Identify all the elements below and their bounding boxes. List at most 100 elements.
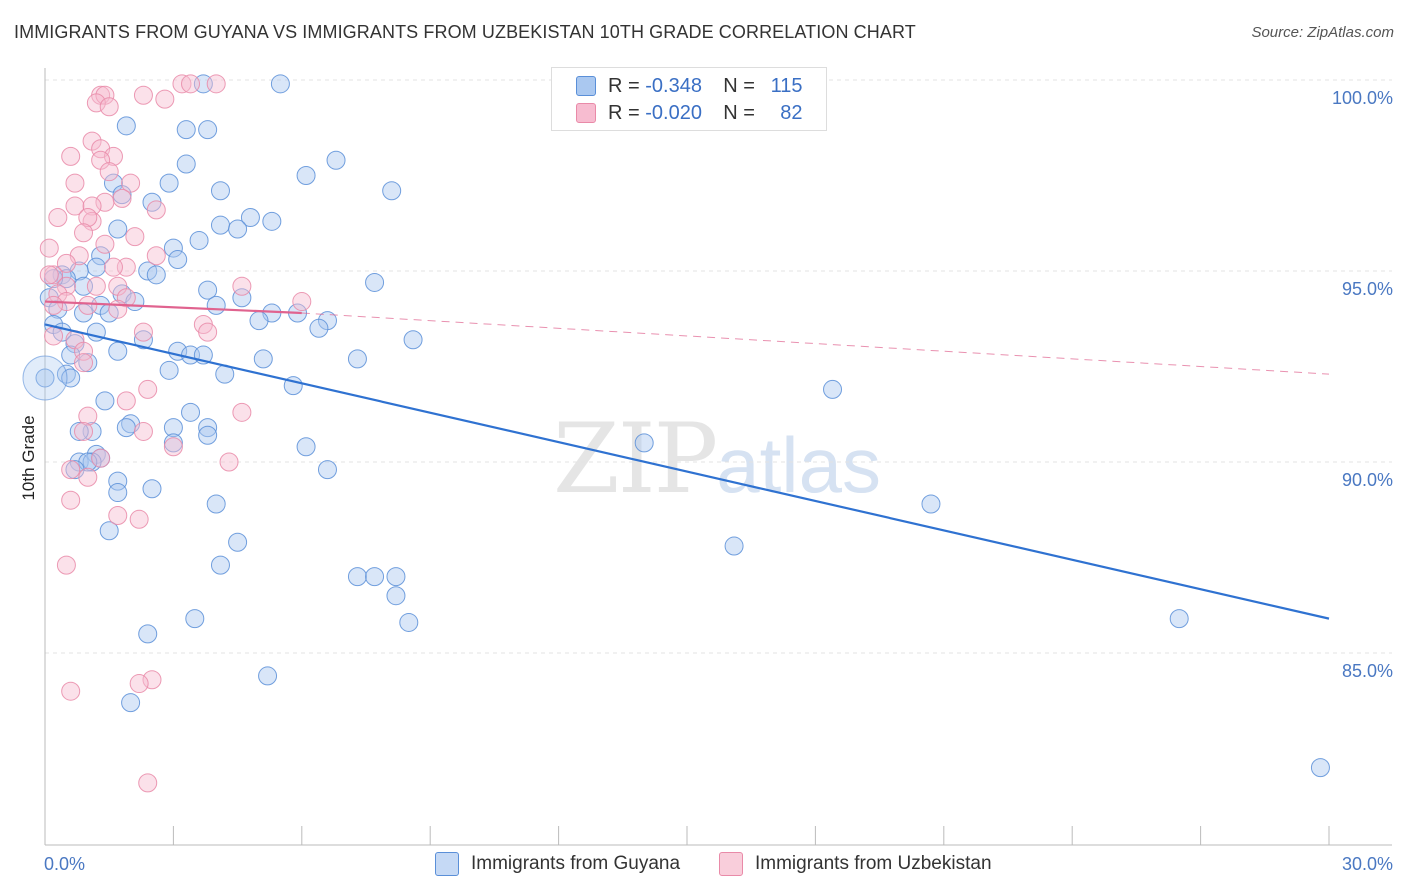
x-tick-label: 30.0% [1342,854,1393,874]
guyana-point [249,311,269,331]
guyana-point [921,494,941,514]
uzbekistan-point [129,509,149,529]
guyana-point [91,246,111,266]
uzbekistan-point [232,276,252,296]
uzbekistan-point [142,670,162,690]
bottom-legend-label-guyana: Immigrants from Guyana [471,853,681,874]
legend-r-label: R = [608,74,640,97]
bottom-legend-swatch-guyana [435,852,459,876]
y-tick-label: 95.0% [1342,279,1393,299]
guyana-point [724,536,744,556]
guyana-point [309,318,329,338]
uzbekistan-point [61,146,81,166]
chart-title: IMMIGRANTS FROM GUYANA VS IMMIGRANTS FRO… [14,22,916,42]
legend-row-guyana: R = -0.348 N = 115 [576,73,803,99]
y-tick-label: 90.0% [1342,470,1393,490]
guyana-point [35,368,55,388]
bottom-legend-guyana: Immigrants from Guyana [435,852,680,876]
guyana-point [253,349,273,369]
uzbekistan-point [163,437,183,457]
uzbekistan-point [56,555,76,575]
uzbekistan-point [61,681,81,701]
guyana-point [347,349,367,369]
guyana-point [1169,609,1189,629]
guyana-point [116,116,136,136]
uzbekistan-point [91,448,111,468]
uzbekistan-point [121,173,141,193]
guyana-point [210,555,230,575]
bottom-legend-uzbekistan: Immigrants from Uzbekistan [719,852,992,876]
guyana-point [163,238,183,258]
uzbekistan-point [155,89,175,109]
guyana-point [232,288,252,308]
legend-r-value-guyana: -0.348 [645,74,702,97]
uzbekistan-point [112,188,132,208]
uzbekistan-point [56,253,76,273]
uzbekistan-point [206,74,226,94]
legend-r-value-uzbekistan: -0.020 [645,101,702,124]
uzbekistan-point [65,173,85,193]
uzbekistan-point [146,246,166,266]
uzbekistan-point [129,674,149,694]
guyana-point [210,181,230,201]
trend-lines [44,300,1330,620]
uzbekistan-point [108,505,128,525]
y-tick-label: 85.0% [1342,661,1393,681]
guyana-point [210,215,230,235]
axes [44,68,1392,846]
uzbekistan-point [133,85,153,105]
uzbekistan-point [138,773,158,793]
series-guyana-points [22,74,1330,778]
guyana-point [326,150,346,170]
guyana-point [365,567,385,587]
uzbekistan-point [116,391,136,411]
guyana-point [382,181,402,201]
guyana-point [163,418,183,438]
uzbekistan-point [133,421,153,441]
guyana-point [159,360,179,380]
uzbekistan-point [78,406,98,426]
guyana-point [198,120,218,140]
guyana-point [108,341,128,361]
guyana-point [206,494,226,514]
uzbekistan-point [74,421,94,441]
uzbekistan-point [44,326,64,346]
guyana-point [399,612,419,632]
uzbekistan-point [146,200,166,220]
guyana-point [138,624,158,644]
guyana-point [121,693,141,713]
guyana-point [198,418,218,438]
uzbekistan-point [138,379,158,399]
correlation-legend: R = -0.348 N = 115 R = -0.020 N = 82 [551,67,827,131]
watermark: ZIPatlas [553,403,881,515]
uzbekistan-point [82,196,102,216]
uzbekistan-point [99,97,119,117]
guyana-point [823,379,843,399]
guyana-point [181,402,201,422]
y-axis-label: 10th Grade [19,415,38,500]
uzbekistan-point [78,467,98,487]
uzbekistan-point [95,234,115,254]
guyana-point [228,532,248,552]
x-tick-label: 0.0% [44,854,85,874]
tick-labels: 100.0% 95.0% 90.0% 85.0% 0.0% 30.0% [44,88,1393,874]
uzbekistan-point [74,341,94,361]
legend-swatch-guyana [576,76,596,96]
uzbekistan-point [95,192,115,212]
guyana-point [270,74,290,94]
gridlines [45,79,1392,654]
trend-line-uzbekistan [44,300,302,315]
uzbekistan-point [74,353,94,373]
uzbekistan-point [61,460,81,480]
guyana-point [347,567,367,587]
uzbekistan-point [103,146,123,166]
guyana-point [386,586,406,606]
uzbekistan-point [44,295,64,315]
legend-n-label: N = [723,101,755,124]
legend-r-label: R = [608,101,640,124]
watermark-atlas: atlas [716,421,881,509]
uzbekistan-point [39,265,59,285]
uzbekistan-point [181,74,201,94]
guyana-point [108,483,128,503]
